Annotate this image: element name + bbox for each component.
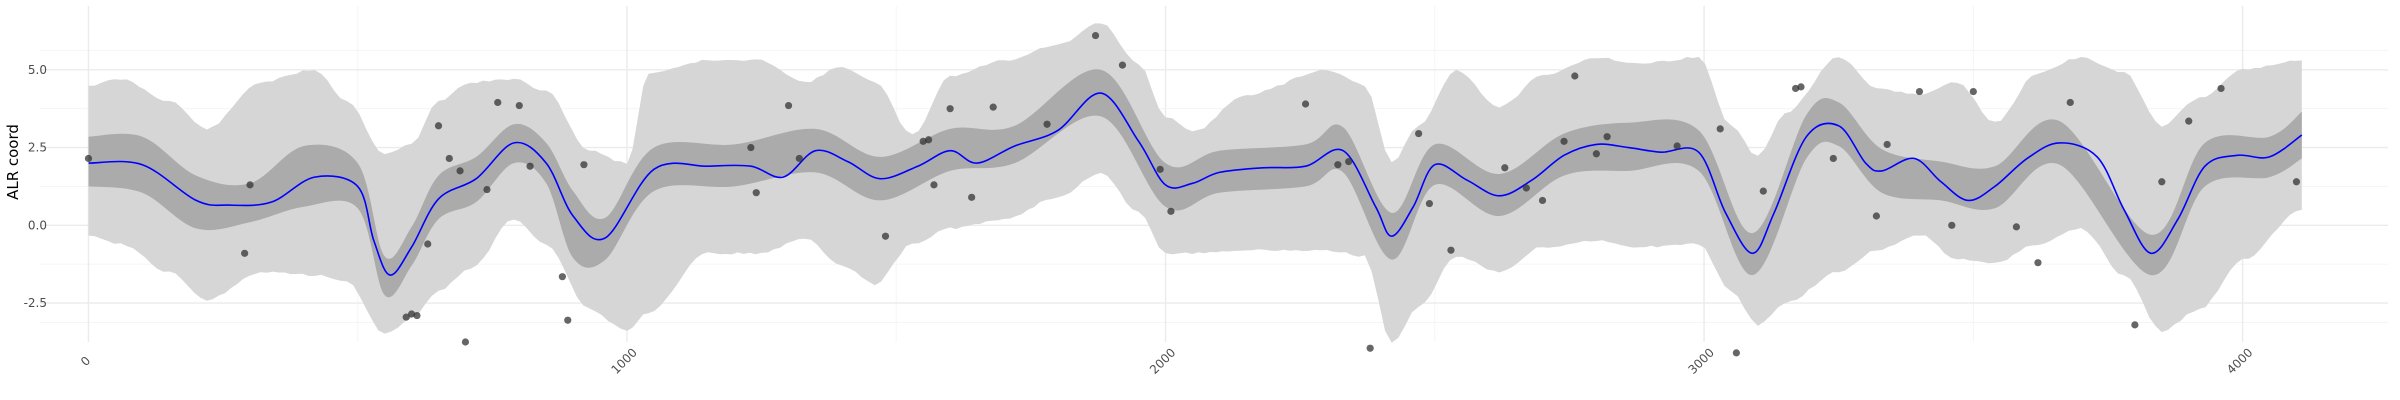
data-point — [1366, 344, 1374, 352]
y-tick-label: 5.0 — [28, 63, 47, 77]
data-point — [1673, 142, 1681, 150]
data-point — [2292, 178, 2301, 186]
data-point — [483, 185, 491, 194]
x-tick-label: 2000 — [1147, 345, 1178, 376]
data-point — [580, 161, 588, 169]
data-point — [1118, 61, 1127, 69]
data-point — [2034, 259, 2042, 267]
data-point — [1716, 125, 1724, 133]
data-point — [881, 232, 890, 240]
data-point — [968, 193, 976, 201]
data-point — [1969, 87, 1977, 96]
x-tick-label: 1000 — [608, 345, 639, 376]
data-point — [930, 181, 938, 189]
data-point — [1091, 31, 1100, 40]
data-point — [1948, 221, 1956, 229]
data-point — [1334, 161, 1342, 169]
x-tick-label: 4000 — [2224, 345, 2255, 376]
data-point — [1167, 207, 1175, 215]
data-point — [494, 98, 502, 107]
data-point — [2131, 321, 2139, 329]
data-point — [424, 240, 432, 248]
data-point — [241, 249, 249, 257]
data-point — [1797, 83, 1805, 91]
data-point — [1592, 150, 1600, 158]
data-point — [1732, 349, 1740, 357]
y-tick-label: 0.0 — [28, 218, 47, 232]
data-point — [747, 143, 755, 152]
data-point — [1538, 196, 1547, 205]
data-point — [1603, 133, 1611, 141]
data-point — [2158, 178, 2166, 186]
x-axis-tick-labels: 0 1000 2000 3000 4000 — [78, 345, 2256, 376]
data-point — [752, 189, 760, 197]
data-point — [1501, 164, 1509, 172]
data-point — [946, 105, 954, 113]
data-point — [2066, 98, 2074, 107]
data-point — [445, 154, 453, 163]
data-point — [1522, 184, 1530, 192]
data-point — [1759, 187, 1767, 195]
data-point — [526, 162, 534, 170]
data-point — [558, 273, 566, 281]
mean-curve-line — [88, 92, 2303, 276]
data-point — [1829, 154, 1837, 163]
data-point — [402, 313, 410, 321]
data-point — [924, 136, 933, 144]
data-point — [1415, 129, 1423, 138]
x-tick-label: 0 — [78, 354, 93, 369]
data-point — [1447, 246, 1455, 254]
data-point — [784, 101, 793, 110]
data-point — [515, 101, 523, 110]
data-point — [461, 338, 470, 346]
data-point — [84, 154, 93, 163]
data-point — [456, 167, 464, 175]
x-tick-label: 3000 — [1685, 345, 1716, 376]
data-point — [564, 316, 572, 324]
data-point — [2217, 84, 2225, 93]
data-point — [989, 103, 997, 111]
data-point — [1915, 87, 1924, 96]
data-point — [1883, 140, 1891, 149]
data-point — [1425, 199, 1434, 208]
data-point — [1156, 165, 1164, 173]
y-tick-label: -2.5 — [24, 296, 47, 310]
data-point — [1043, 120, 1051, 128]
data-point — [1345, 157, 1353, 166]
data-point — [246, 181, 254, 189]
y-axis-tick-labels: -2.5 0.0 2.5 5.0 — [24, 63, 47, 310]
y-tick-label: 2.5 — [28, 141, 47, 155]
data-point — [2185, 117, 2193, 125]
data-point — [2012, 223, 2021, 231]
data-point — [1872, 212, 1880, 220]
y-axis-title: ALR coord — [4, 124, 22, 200]
data-point — [1560, 137, 1568, 145]
data-point — [795, 154, 803, 163]
observed-points — [84, 31, 2301, 357]
data-point — [1571, 72, 1579, 80]
data-point — [413, 311, 421, 320]
data-point — [434, 122, 443, 130]
data-point — [1301, 100, 1310, 108]
